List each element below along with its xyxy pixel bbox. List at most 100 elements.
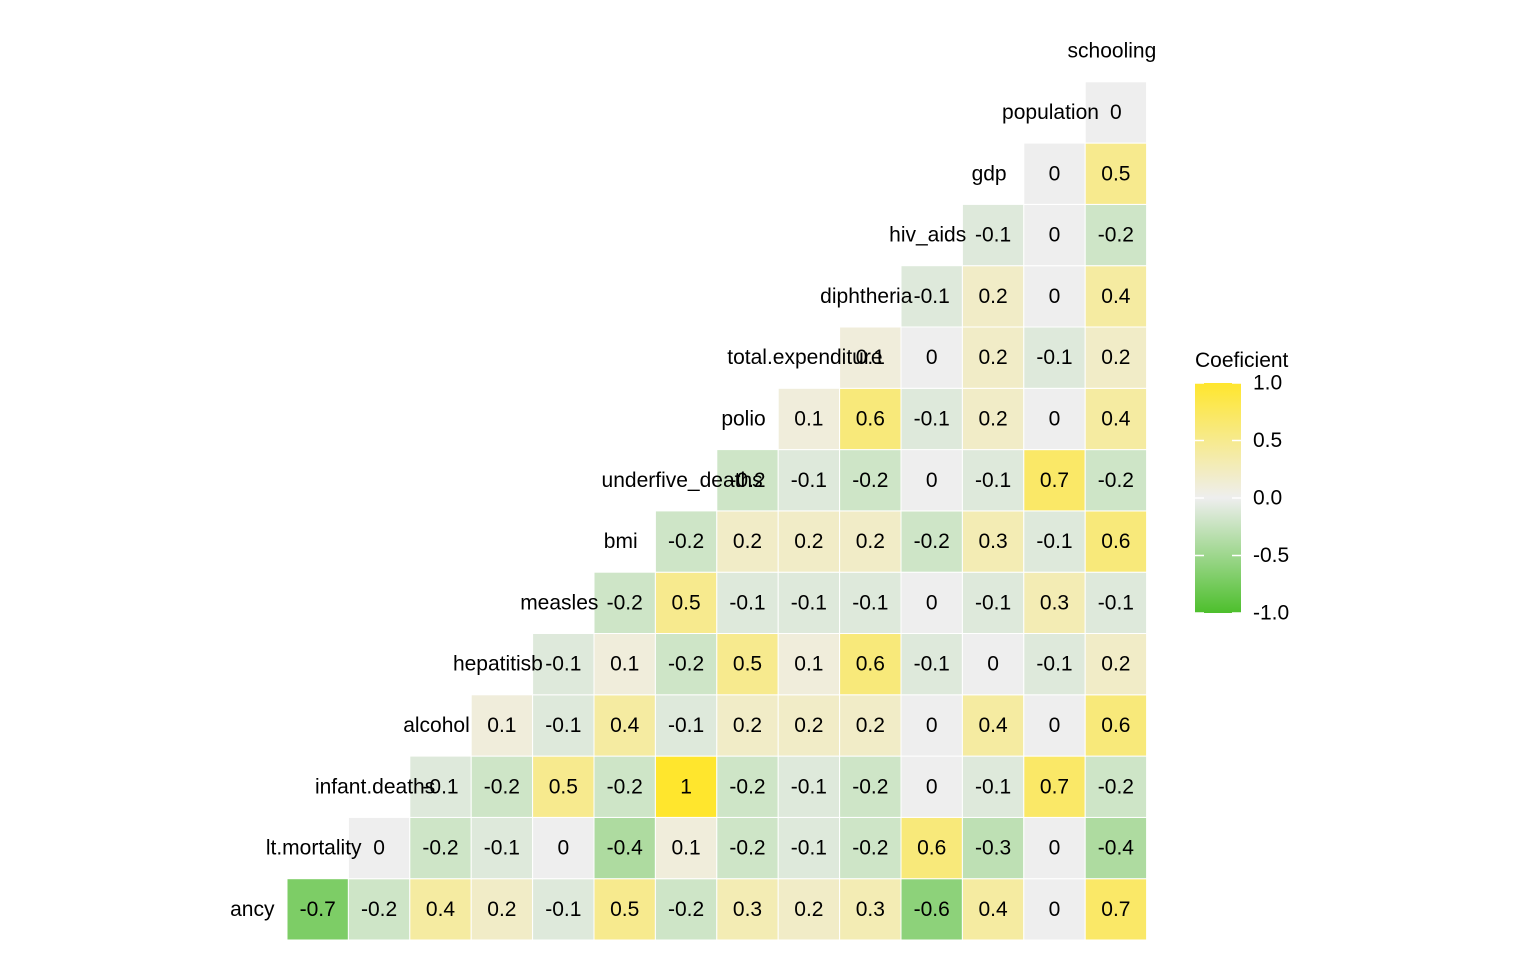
cell-value-label: 0 [987,653,999,676]
cell-value-label: 0 [373,837,385,860]
cell-value-label: 0 [1110,101,1122,124]
heatmap-cell: -0.2 [470,755,534,818]
cell-value-label: 0.5 [671,591,700,614]
cell-value-label: -0.1 [852,591,888,614]
heatmap-cell-rect [961,571,1025,635]
heatmap-cell: -0.1 [1084,571,1148,635]
heatmap-cell-rect [470,694,534,757]
cell-value-label: 0.2 [733,714,762,737]
cell-value-label: 0.4 [426,898,456,921]
heatmap-cell-rect [839,878,902,941]
heatmap-cell-rect [654,510,718,573]
cell-value-label: 0.7 [1040,775,1069,798]
legend-tick-label: 0.0 [1253,487,1282,510]
heatmap-cell: -0.1 [1023,633,1086,696]
heatmap-cell: -0.2 [593,755,656,818]
heatmap-cell: 0 [1023,878,1086,941]
heatmap-cell-rect [654,878,718,941]
cell-value-label: 0 [1049,224,1061,247]
heatmap-cell: 0.4 [593,694,656,757]
heatmap-cell: -0.1 [961,203,1025,267]
heatmap-cell: 0.1 [777,387,841,451]
heatmap-cell: 0 [900,449,963,512]
row-label: polio [721,407,765,430]
row-label: underfive_deaths [602,469,763,492]
heatmap-cell: 0.5 [716,633,779,696]
heatmap-cell: -0.1 [532,694,595,757]
heatmap-cell: 0.4 [409,878,472,941]
heatmap-cell-rect [1023,755,1086,818]
heatmap-cell-rect [1084,510,1148,573]
heatmap-cell: 0.7 [1084,878,1148,941]
heatmap-cell-rect [654,755,718,818]
cell-value-label: 0 [1049,162,1061,185]
cell-value-label: 0.4 [1101,407,1131,430]
heatmap-cell: -0.1 [900,633,963,696]
heatmap-cell: -0.1 [777,755,841,818]
heatmap-cell-rect [777,571,841,635]
heatmap-cell: -0.1 [961,571,1025,635]
heatmap-cell: 0.1 [777,633,841,696]
heatmap-cell: -0.1 [900,387,963,451]
heatmap-cell: 0.1 [593,633,656,696]
cell-value-label: 0.5 [610,898,639,921]
cell-value-label: -0.2 [668,653,704,676]
heatmap-cell: -0.1 [900,265,963,328]
legend-tick-label: -1.0 [1253,602,1289,625]
legend-title: Coeficient [1195,349,1289,372]
heatmap-cell-rect [716,449,779,512]
cell-value-label: 0.1 [794,653,823,676]
heatmap-cell: -0.2 [839,816,902,880]
cell-value-label: 0.6 [1101,530,1130,553]
cell-value-label: 0 [926,775,938,798]
heatmap-cell-rect [716,816,779,880]
heatmap-cell: -0.1 [777,449,841,512]
heatmap-cell-rect [961,203,1025,267]
cell-value-label: -0.2 [729,837,765,860]
heatmap-cell: 0.2 [777,510,841,573]
heatmap-cell: -0.4 [1084,816,1148,880]
heatmap-cell-rect [1084,449,1148,512]
heatmap-cell: 0.2 [961,326,1025,389]
cell-value-label: -0.2 [607,775,643,798]
heatmap-cell-rect [961,510,1025,573]
heatmap-cell-rect [1084,571,1148,635]
cell-value-label: -0.2 [1098,469,1134,492]
cell-value-label: -0.4 [607,837,644,860]
heatmap-cell-rect [777,449,841,512]
row-label: ancy [230,898,275,921]
heatmap-cell: -0.2 [716,755,779,818]
heatmap-cells: -0.7 -0.2 0.4 0.2 -0.1 0.5 -0.2 0.3 0.2 0.3 -0.6 0.… [286,81,1148,941]
heatmap-cell: -0.2 [900,510,963,573]
heatmap-cell-rect [961,449,1025,512]
heatmap-cell: 0.6 [839,387,902,451]
heatmap-cell-rect [961,633,1025,696]
heatmap-cell-rect [961,326,1025,389]
heatmap-cell-rect [961,694,1025,757]
heatmap-cell: -0.1 [470,816,534,880]
heatmap-cell: 0 [900,755,963,818]
cell-value-label: 0.2 [794,530,823,553]
cell-value-label: 0.1 [794,407,823,430]
cell-value-label: -0.1 [975,775,1011,798]
heatmap-cell: -0.1 [409,755,472,818]
cell-value-label: 0 [926,591,938,614]
heatmap-cell-rect [1084,387,1148,451]
heatmap-cell-rect [654,816,718,880]
heatmap-cell-rect [839,816,902,880]
row-label: infant.deaths [315,775,435,798]
heatmap-cell-rect [593,878,656,941]
row-label: hepatitisb [453,653,543,676]
heatmap-cell-rect [409,816,472,880]
legend: Coeficient 1.0 0.5 0.0 -0.5 -1.0 [1195,349,1289,625]
cell-value-label: -0.1 [545,898,581,921]
cell-value-label: 0.5 [549,775,578,798]
heatmap-cell-rect [593,694,656,757]
cell-value-label: 0.2 [487,898,516,921]
heatmap-cell-rect [654,571,718,635]
heatmap-cell: -0.1 [532,633,595,696]
cell-value-label: -0.2 [668,898,704,921]
cell-value-label: 1 [680,775,692,798]
heatmap-cell: -0.2 [839,755,902,818]
